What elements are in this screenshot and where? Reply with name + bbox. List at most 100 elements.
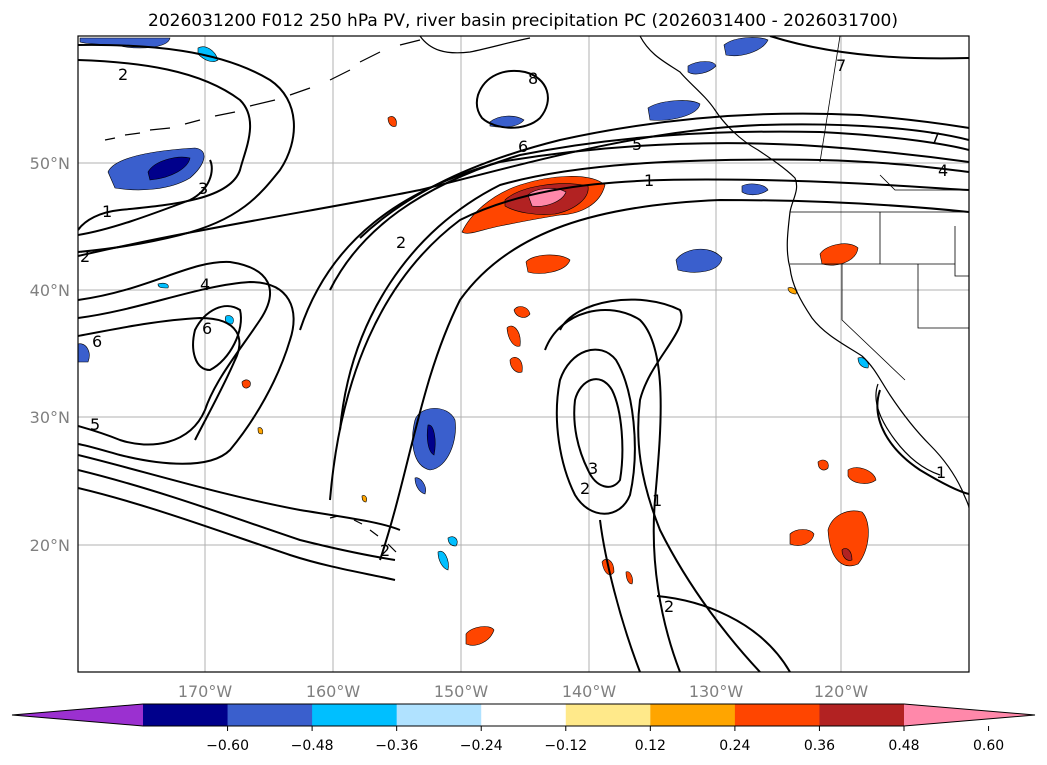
longitude-label: 170°W (178, 682, 233, 701)
latitude-label: 50°N (30, 154, 70, 173)
positive-blob-baja-south (827, 510, 869, 567)
map-gridlines (78, 36, 969, 672)
contour-label: 2 (80, 247, 90, 266)
colorbar-segment (819, 704, 905, 726)
map-title: 2026031200 F012 250 hPa PV, river basin … (148, 11, 898, 31)
colorbar-tick-label: −0.24 (460, 738, 503, 754)
contour-label: 5 (632, 135, 642, 154)
positive-blob-14 (241, 379, 251, 389)
contour-label: 2 (380, 541, 390, 560)
colorbar-outline (11, 703, 1036, 727)
colorbar-tick-label: −0.48 (291, 738, 334, 754)
baja-california-coast (875, 383, 941, 476)
contour-label: 4 (200, 275, 210, 294)
positive-blob-12 (787, 287, 797, 295)
contour-label: 1 (102, 202, 112, 221)
positive-blob-3 (513, 306, 531, 318)
longitude-labels: 170°W 160°W 150°W 140°W 130°W 120°W (178, 682, 869, 701)
negative-blob-hawaii-south (437, 550, 449, 571)
positive-blob-9 (789, 529, 815, 546)
positive-blob-16 (361, 495, 367, 503)
political-borders (790, 36, 969, 381)
aleutian-islands (104, 39, 421, 141)
precipitation-shading (78, 37, 877, 646)
contour-label: 2 (396, 233, 406, 252)
positive-core-baja-south (841, 548, 853, 561)
colorbar-extend-max (904, 704, 1035, 726)
contour-label: 6 (202, 319, 212, 338)
colorbar-segment (143, 704, 229, 726)
colorbar-tick-label: 0.24 (719, 738, 750, 754)
contour-label: 6 (92, 332, 102, 351)
alaska-coast (419, 36, 531, 54)
colorbar-extend-min (12, 704, 143, 726)
map-area (78, 36, 969, 672)
longitude-label: 140°W (562, 682, 617, 701)
contour-label: 2 (580, 479, 590, 498)
positive-blob-6 (465, 626, 495, 646)
contour-labels: 2 8 7 6 5 1 7 4 1 3 2 2 4 6 6 5 2 3 2 1 … (80, 56, 948, 616)
north-america-coast (639, 36, 969, 509)
negative-blob-wa-offshore (741, 183, 769, 196)
positive-blob-10 (847, 467, 877, 484)
colorbar-tick-label: 0.60 (973, 738, 1004, 754)
hawaii-islands (329, 515, 397, 553)
positive-blob-13 (387, 116, 397, 127)
negative-blob-small-2 (414, 477, 426, 495)
latitude-label: 30°N (30, 408, 70, 427)
longitude-label: 120°W (814, 682, 869, 701)
colorbar-segment (650, 704, 736, 726)
colorbar-segment (312, 704, 398, 726)
colorbar-tick-label: −0.60 (206, 738, 249, 754)
negative-blob-small-1 (447, 536, 458, 547)
pv-contours (78, 36, 969, 672)
negative-core-central (426, 424, 436, 456)
contour-label: 1 (936, 463, 946, 482)
colorbar-segment (227, 704, 313, 726)
negative-blob-oregon-offshore (675, 248, 723, 273)
positive-blob-15 (257, 427, 264, 435)
positive-blob-5 (509, 357, 523, 373)
positive-blob-2 (525, 254, 571, 274)
negative-blob-small-5 (224, 315, 234, 325)
contour-label: 1 (652, 491, 662, 510)
negative-blob-bc-coast (647, 100, 701, 121)
longitude-label: 130°W (689, 682, 744, 701)
colorbar-segment (396, 704, 482, 726)
colorbar-segment (481, 704, 567, 726)
longitude-label: 150°W (434, 682, 489, 701)
contour-label: 3 (198, 179, 208, 198)
negative-blob-small-4 (157, 282, 169, 289)
negative-core-northwest (147, 156, 191, 181)
colorbar: −0.60 −0.48 −0.36 −0.24 −0.12 0.12 0.24 0.36 0.4… (11, 703, 1036, 754)
positive-blob-4 (506, 325, 521, 347)
colorbar-tick-label: −0.36 (375, 738, 418, 754)
map-frame (77, 35, 970, 673)
colorbar-tick-label: 0.36 (804, 738, 835, 754)
negative-blob-alaska-small (687, 61, 717, 75)
latitude-label: 40°N (30, 281, 70, 300)
negative-blob-alaska (723, 37, 769, 57)
contour-label: 4 (938, 161, 948, 180)
latitude-labels: 50°N 40°N 30°N 20°N (30, 154, 70, 555)
longitude-label: 160°W (306, 682, 361, 701)
colorbar-segment (734, 704, 820, 726)
positive-blob-11 (817, 459, 829, 471)
colorbar-tick-label: 0.48 (888, 738, 919, 754)
colorbar-tick-label: 0.12 (635, 738, 666, 754)
coastlines (104, 36, 969, 553)
negative-blob-west-edge (78, 343, 90, 363)
contour-label: 5 (90, 415, 100, 434)
contour-label: 7 (930, 129, 940, 148)
contour-label: 7 (836, 56, 846, 75)
colorbar-tick-label: −0.12 (544, 738, 587, 754)
contour-label: 8 (528, 69, 538, 88)
contour-label: 2 (118, 65, 128, 84)
positive-blob-california (819, 243, 859, 266)
contour-label: 1 (644, 171, 654, 190)
positive-blob-8 (625, 571, 633, 585)
colorbar-segment (565, 704, 651, 726)
contour-label: 3 (588, 459, 598, 478)
contour-label: 6 (518, 137, 528, 156)
